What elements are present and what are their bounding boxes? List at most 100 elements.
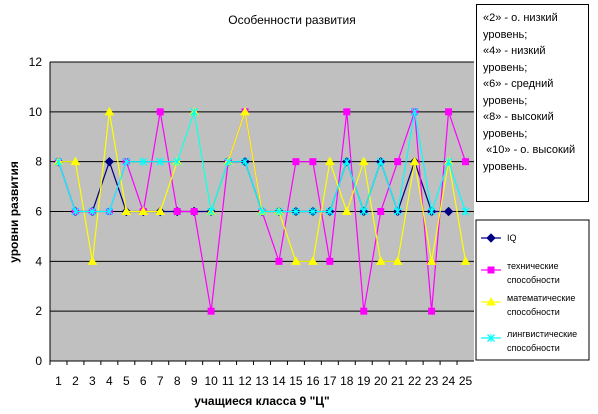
note-line: уровень; — [483, 61, 528, 74]
y-tick-label: 0 — [35, 354, 42, 368]
data-point — [375, 256, 386, 265]
data-point — [393, 207, 402, 216]
data-point — [104, 156, 115, 167]
y-tick-label: 4 — [35, 254, 42, 268]
data-point — [308, 256, 318, 265]
data-point — [341, 206, 352, 215]
data-point — [461, 207, 470, 216]
data-point — [326, 257, 334, 265]
note-line: «2» - о. низкий — [483, 12, 558, 24]
data-point — [309, 158, 317, 166]
note-line: уровень; — [483, 28, 528, 41]
legend-label: способности — [507, 275, 560, 285]
data-point — [88, 207, 97, 216]
legend-label: IQ — [507, 233, 517, 243]
legend: IQ технические способности математические сп… — [481, 233, 577, 353]
x-tick-label: 1 — [55, 374, 62, 388]
data-point — [156, 108, 164, 116]
data-point — [359, 207, 368, 216]
data-point — [292, 158, 300, 166]
x-tick-label: 11 — [222, 374, 235, 388]
data-point — [71, 207, 80, 216]
data-point — [376, 157, 385, 166]
data-point — [241, 157, 249, 166]
legend-marker — [487, 266, 495, 274]
note-line: уровень; — [483, 127, 528, 140]
data-point — [410, 107, 419, 116]
data-point — [207, 307, 215, 315]
data-point — [392, 256, 403, 265]
data-point — [358, 156, 369, 166]
series-layer — [53, 106, 471, 315]
chart-title: Особенности развития — [228, 13, 356, 27]
legend-marker — [486, 296, 496, 306]
data-point — [377, 208, 385, 215]
data-point — [122, 157, 131, 166]
data-point — [426, 256, 437, 265]
data-point — [207, 207, 216, 216]
x-tick-label: 5 — [123, 374, 130, 388]
data-point — [138, 206, 149, 215]
note-line: «6» - средний — [483, 78, 554, 90]
data-point — [173, 157, 182, 166]
data-point — [275, 257, 283, 265]
data-point — [460, 256, 471, 265]
legend-label: математические — [507, 293, 575, 303]
data-point — [258, 207, 266, 216]
data-point — [139, 157, 148, 166]
y-tick-labels: 0 2 4 6 8 10 12 — [29, 55, 43, 368]
gridlines — [49, 61, 474, 362]
data-point — [443, 206, 454, 217]
data-point — [105, 207, 114, 216]
note-line: «10» - о. высокий — [483, 144, 576, 156]
x-axis-title: учащиеся класса 9 "Ц" — [194, 394, 329, 408]
data-point — [173, 208, 181, 215]
data-point — [308, 207, 317, 216]
data-point — [445, 108, 453, 116]
legend-label: технические — [507, 261, 559, 271]
legend-label: способности — [507, 343, 560, 353]
data-point — [190, 208, 198, 215]
x-tick-label: 15 — [289, 374, 303, 388]
series-4 — [54, 107, 470, 216]
x-tick-label: 21 — [391, 374, 405, 388]
x-tick-label: 13 — [255, 374, 269, 388]
x-tick-label: 7 — [157, 374, 164, 388]
legend-marker — [486, 233, 496, 243]
x-tick-label: 16 — [306, 374, 320, 388]
x-tick-label: 2 — [72, 374, 79, 388]
data-point — [462, 158, 470, 166]
y-tick-label: 12 — [29, 55, 43, 69]
data-point — [291, 207, 300, 216]
data-point — [104, 106, 115, 116]
legend-marker — [487, 334, 495, 342]
x-tick-label: 22 — [408, 374, 422, 388]
x-tick-label: 23 — [425, 374, 439, 388]
level-note-box: «2» - о. низкий уровень; «4» - низкий урове… — [476, 4, 589, 202]
x-tick-label: 20 — [374, 374, 388, 388]
data-point — [155, 206, 166, 215]
note-line: «4» - низкий — [483, 45, 546, 57]
x-tick-label: 18 — [340, 374, 354, 388]
x-tick-label: 24 — [442, 374, 456, 388]
x-tick-label: 6 — [140, 374, 147, 388]
data-point — [54, 157, 63, 166]
data-point — [342, 157, 351, 166]
data-point — [427, 207, 436, 216]
data-point — [224, 157, 233, 166]
note-line: «8» - высокий — [483, 111, 554, 123]
data-point — [360, 307, 368, 315]
x-tick-label: 12 — [238, 374, 252, 388]
note-line: уровень. — [483, 160, 528, 173]
y-tick-label: 10 — [29, 105, 43, 119]
legend-label: способности — [507, 307, 560, 317]
data-point — [394, 158, 402, 166]
y-tick-label: 8 — [35, 155, 42, 169]
data-point — [325, 207, 334, 216]
data-point — [190, 107, 199, 116]
data-point — [444, 157, 453, 166]
x-tick-label: 3 — [89, 374, 96, 388]
data-point — [87, 256, 98, 265]
data-point — [343, 108, 351, 116]
